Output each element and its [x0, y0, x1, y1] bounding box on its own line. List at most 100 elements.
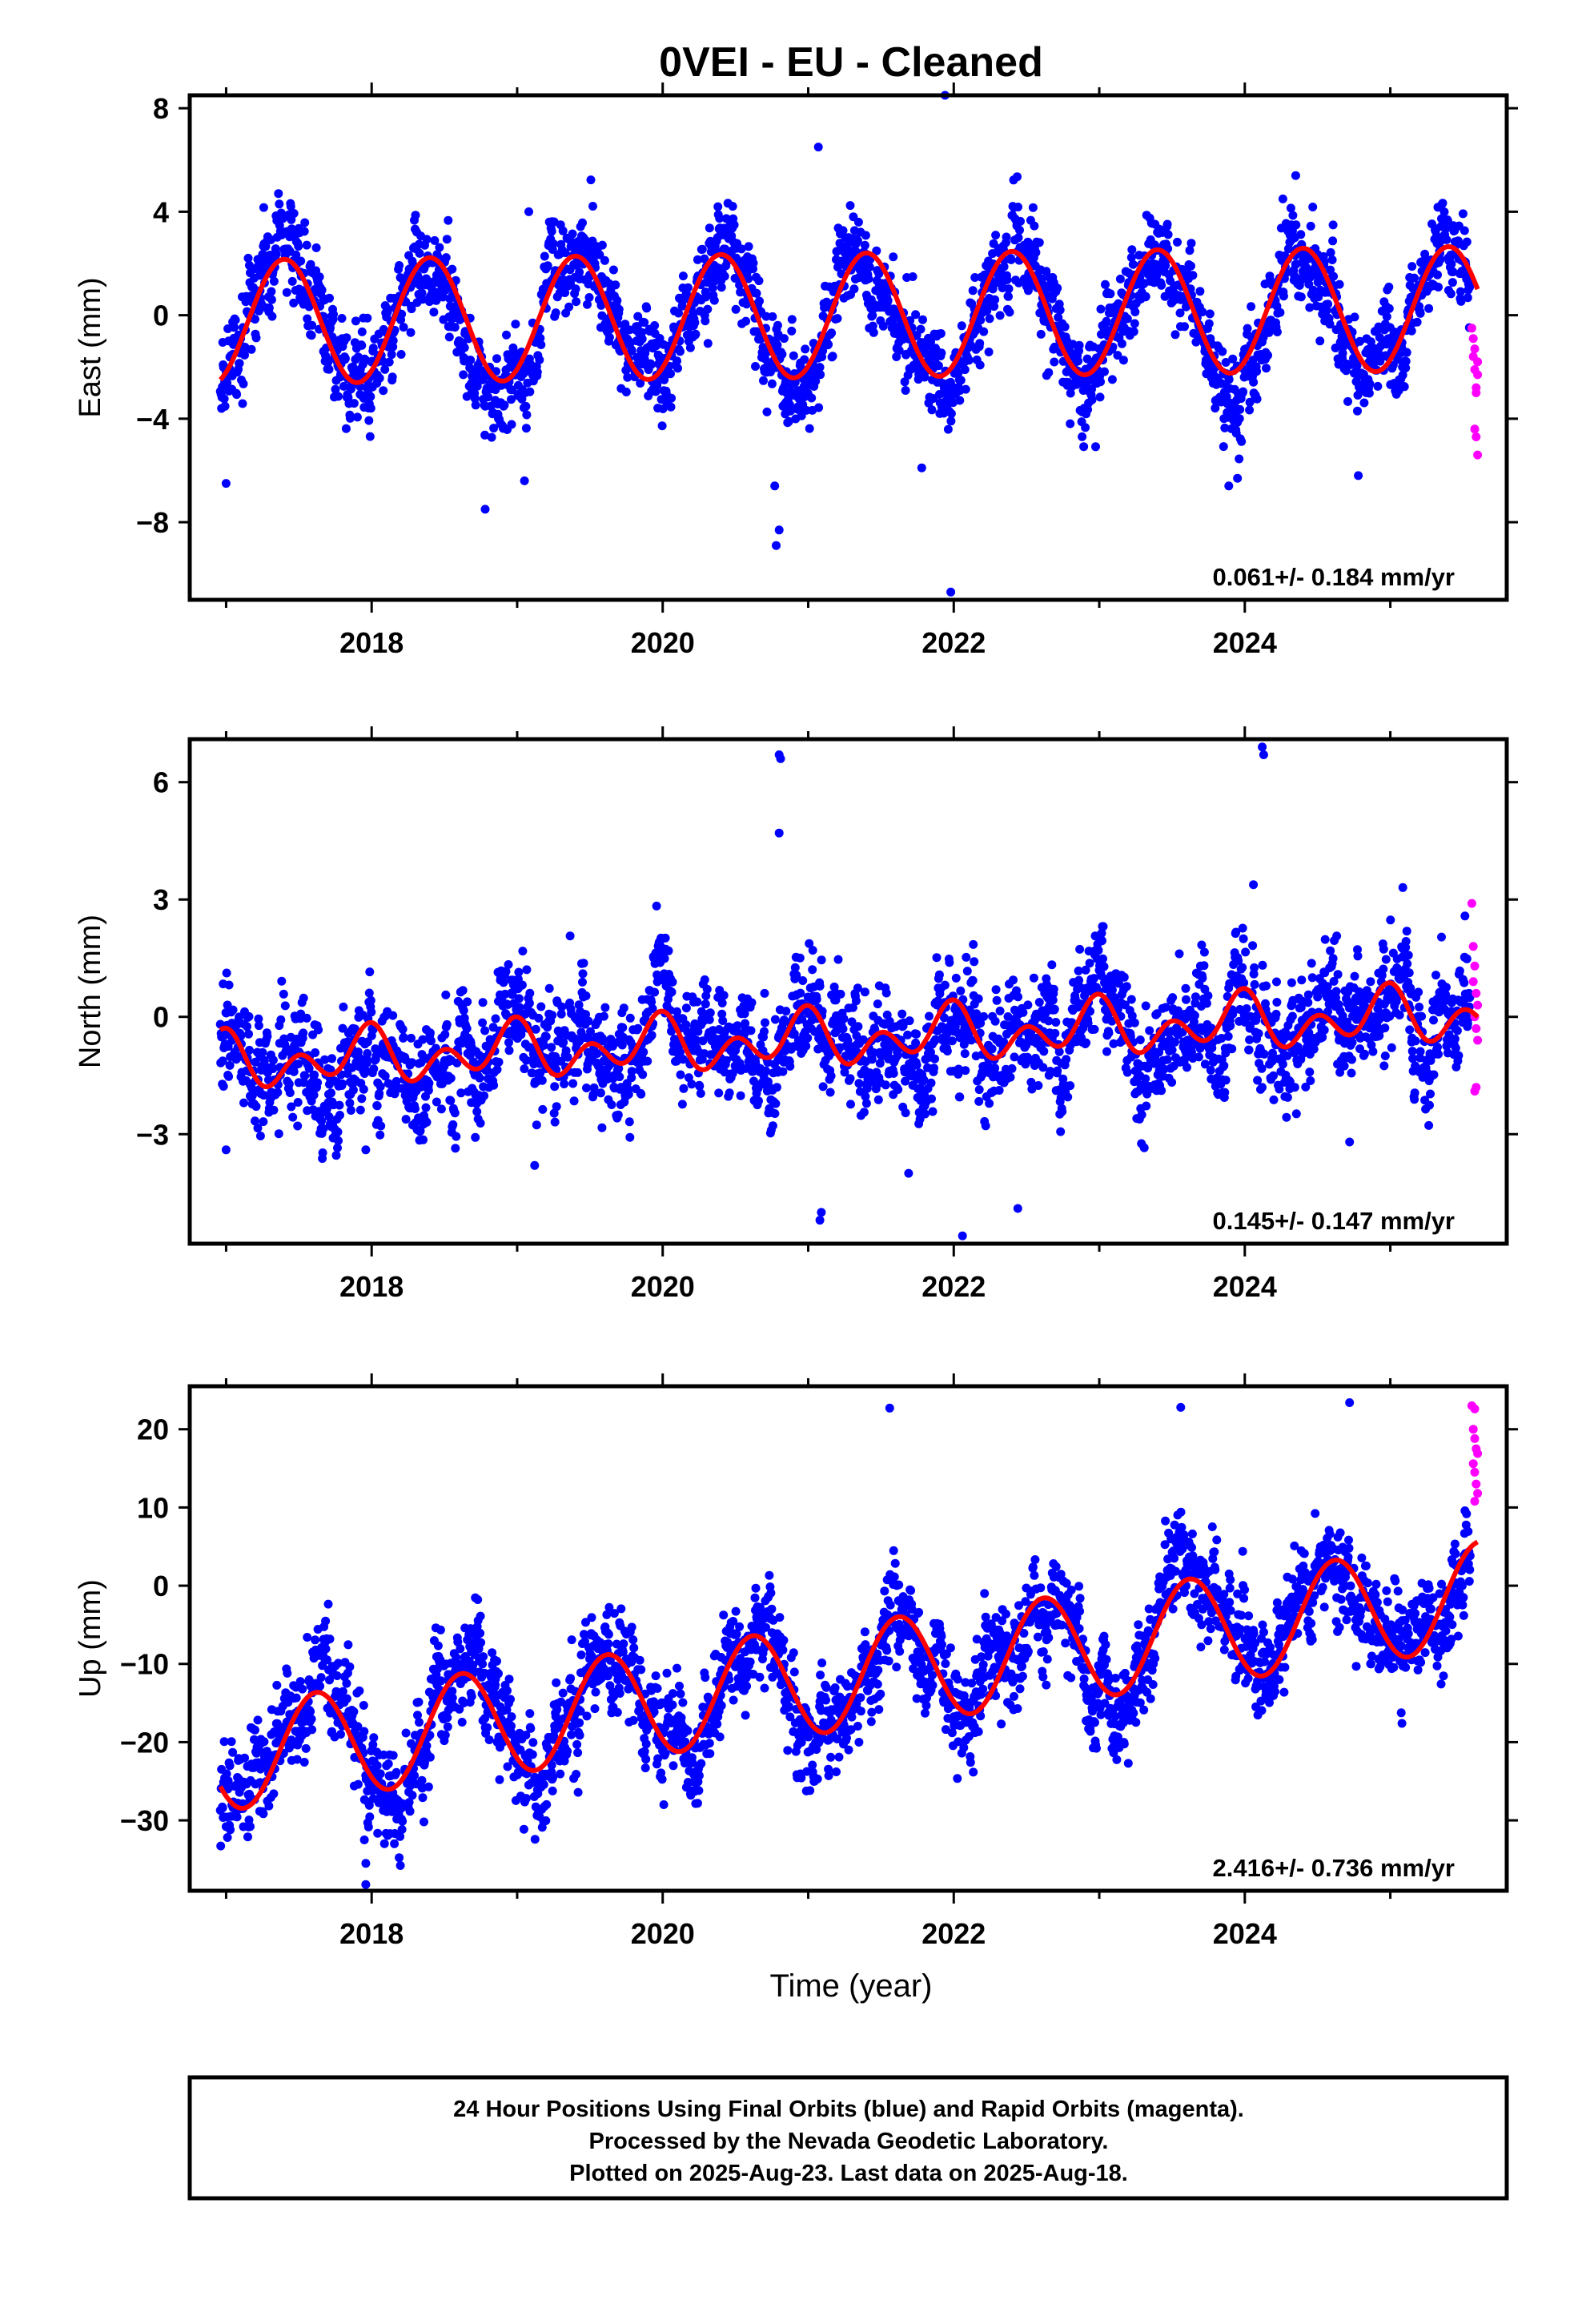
- final-orbit-point: [548, 239, 558, 248]
- final-orbit-point: [1323, 300, 1333, 309]
- final-orbit-point: [677, 1100, 687, 1109]
- final-orbit-point: [1102, 1047, 1111, 1056]
- final-orbit-point: [1219, 1061, 1229, 1071]
- final-orbit-point: [926, 1078, 936, 1088]
- final-orbit-point: [1044, 368, 1054, 377]
- final-orbit-point: [643, 1056, 652, 1066]
- final-orbit-point: [244, 1029, 253, 1039]
- final-orbit-point: [679, 1084, 689, 1093]
- final-orbit-point: [1181, 983, 1191, 993]
- final-orbit-point: [588, 202, 597, 211]
- final-orbit-point: [731, 304, 741, 314]
- final-orbit-point: [491, 1014, 500, 1023]
- final-orbit-point: [927, 1094, 936, 1104]
- final-orbit-outlier-point: [770, 481, 780, 491]
- final-orbit-point: [362, 1058, 371, 1068]
- final-orbit-point: [1106, 289, 1115, 299]
- final-orbit-point: [494, 1057, 504, 1067]
- final-orbit-point: [754, 1096, 763, 1106]
- final-orbit-outlier-point: [1354, 471, 1363, 480]
- final-orbit-point: [839, 1014, 849, 1023]
- final-orbit-point: [666, 402, 676, 412]
- final-orbit-point: [263, 1031, 272, 1041]
- final-orbit-point: [267, 287, 276, 296]
- final-orbit-point: [1141, 292, 1150, 301]
- final-orbit-point: [318, 1148, 327, 1157]
- final-orbit-point: [1382, 312, 1391, 321]
- rapid-orbit-point: [1472, 432, 1481, 441]
- final-orbit-point: [325, 293, 334, 303]
- final-orbit-point: [901, 386, 910, 395]
- final-orbit-point: [406, 328, 416, 337]
- final-orbit-point: [611, 280, 620, 290]
- final-orbit-point: [541, 1031, 551, 1041]
- final-orbit-point: [444, 215, 453, 225]
- final-orbit-point: [697, 244, 707, 254]
- final-orbit-point: [1262, 364, 1271, 373]
- final-orbit-point: [395, 261, 404, 270]
- final-orbit-point: [1308, 203, 1318, 211]
- final-orbit-point: [1235, 414, 1244, 424]
- final-orbit-point: [279, 989, 288, 999]
- final-orbit-point: [744, 242, 753, 251]
- final-orbit-point: [1005, 308, 1014, 317]
- final-orbit-point: [504, 1038, 513, 1047]
- final-orbit-point: [282, 287, 291, 297]
- final-orbit-point: [916, 324, 926, 334]
- final-orbit-point: [524, 999, 534, 1008]
- final-orbit-point: [245, 1045, 254, 1055]
- final-orbit-point: [846, 1100, 855, 1109]
- final-orbit-point: [537, 1076, 547, 1085]
- final-orbit-point: [845, 201, 855, 211]
- final-orbit-point: [299, 227, 309, 236]
- final-orbit-point: [968, 286, 978, 296]
- final-orbit-point: [502, 330, 511, 340]
- final-orbit-point: [720, 271, 729, 281]
- final-orbit-point: [943, 424, 953, 434]
- final-orbit-point: [552, 1102, 561, 1112]
- final-orbit-point: [1434, 283, 1443, 292]
- final-orbit-point: [251, 1102, 261, 1112]
- final-orbit-point: [224, 980, 234, 990]
- final-orbit-point: [1438, 199, 1447, 208]
- final-orbit-point: [534, 1013, 544, 1023]
- final-orbit-point: [340, 354, 350, 364]
- final-orbit-point: [650, 321, 660, 330]
- final-orbit-point: [1191, 992, 1200, 1002]
- final-orbit-point: [833, 955, 843, 964]
- final-orbit-point: [1078, 432, 1087, 441]
- final-orbit-point: [696, 1088, 705, 1098]
- y-tick-label: 3: [153, 883, 169, 916]
- final-orbit-point: [1029, 973, 1038, 983]
- final-orbit-point: [492, 354, 501, 364]
- final-orbit-point: [777, 349, 787, 359]
- final-orbit-point: [446, 1073, 456, 1083]
- final-orbit-point: [761, 1018, 769, 1027]
- final-orbit-point: [1412, 317, 1422, 327]
- final-orbit-point: [560, 1080, 569, 1088]
- final-orbit-point: [1252, 367, 1262, 376]
- final-orbit-point: [1130, 1018, 1139, 1027]
- final-orbit-point: [1047, 960, 1057, 970]
- final-orbit-point: [1327, 255, 1337, 264]
- final-orbit-point: [525, 988, 535, 998]
- final-orbit-point: [1359, 398, 1369, 408]
- final-orbit-outlier-point: [1233, 473, 1243, 483]
- final-orbit-point: [1145, 1026, 1154, 1035]
- final-orbit-point: [271, 249, 281, 259]
- final-orbit-point: [345, 413, 355, 423]
- final-orbit-point: [928, 1107, 938, 1116]
- final-orbit-point: [1447, 259, 1456, 269]
- final-orbit-point: [975, 339, 985, 348]
- final-orbit-point: [294, 242, 303, 251]
- final-orbit-point: [1306, 221, 1315, 231]
- final-orbit-point: [426, 1036, 436, 1046]
- final-orbit-point: [1122, 1068, 1132, 1077]
- final-orbit-point: [676, 347, 685, 356]
- final-orbit-point: [873, 1095, 883, 1104]
- final-orbit-point: [430, 235, 440, 245]
- final-orbit-point: [639, 1047, 648, 1057]
- final-orbit-point: [618, 1023, 628, 1032]
